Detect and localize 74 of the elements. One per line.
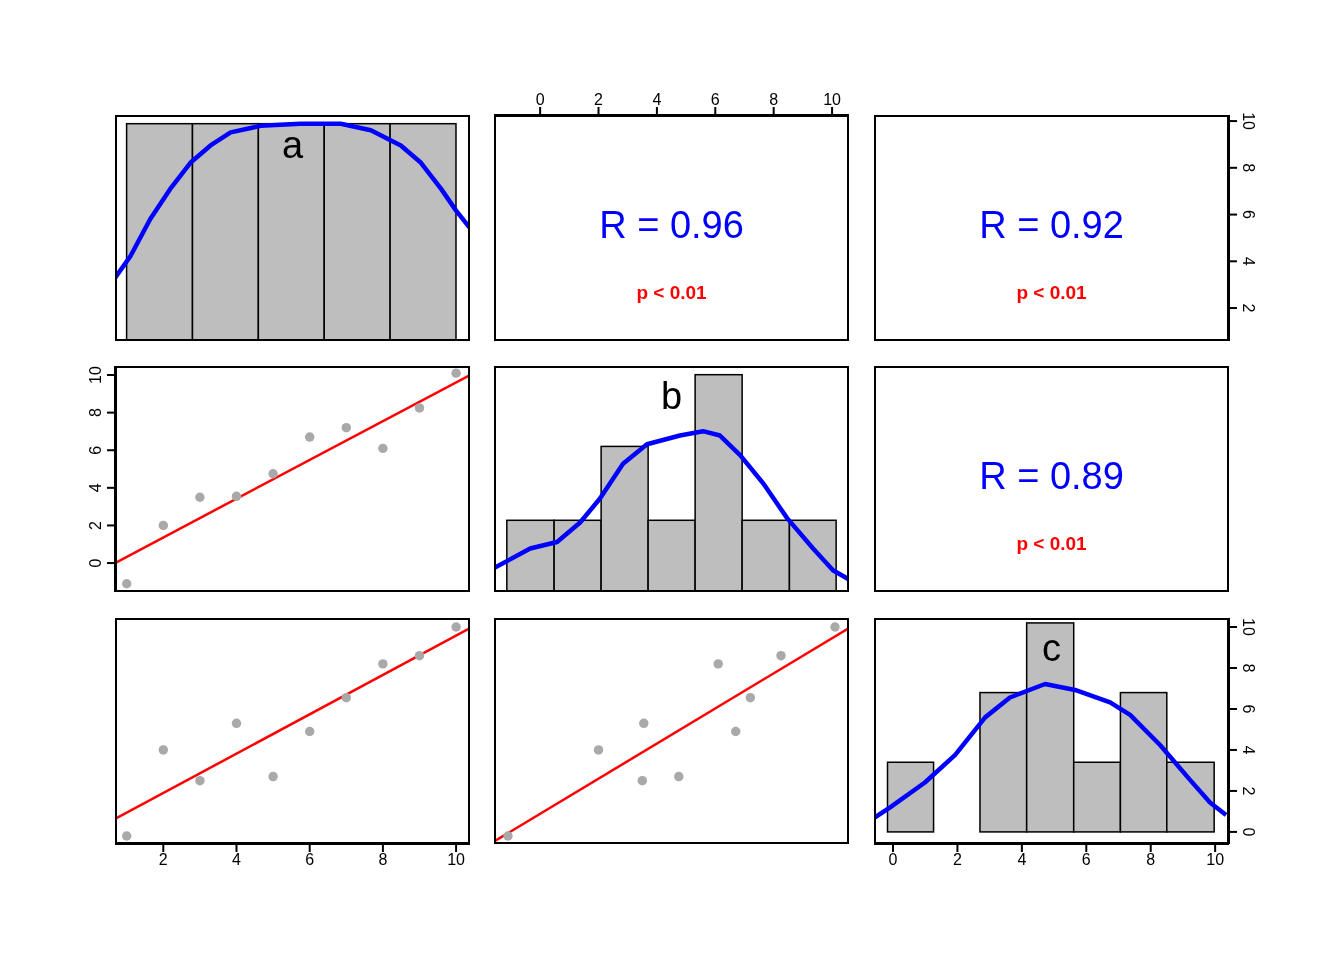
y-tick-label: 10: [87, 366, 104, 384]
point: [341, 422, 352, 433]
x-tick-label: 10: [823, 91, 842, 108]
y-tick-label: 10: [1240, 112, 1257, 131]
point: [451, 622, 461, 632]
point: [378, 659, 388, 669]
x-tick-label: 10: [447, 851, 466, 869]
point: [639, 718, 649, 729]
point: [674, 771, 684, 782]
point: [745, 692, 756, 703]
point: [341, 692, 352, 703]
point: [268, 469, 278, 479]
point: [713, 659, 723, 669]
y-tick-label: 4: [1240, 256, 1257, 266]
y-tick-label: 8: [1240, 163, 1257, 173]
y-tick-label: 0: [1240, 827, 1257, 837]
annotation: p < 0.01: [635, 282, 708, 305]
point: [378, 443, 388, 454]
x-tick-label: 8: [378, 851, 388, 869]
text: R = 0.89: [978, 454, 1125, 499]
x-tick-label: 0: [888, 851, 898, 869]
x-tick-label: 6: [710, 91, 720, 108]
y-tick-label: 2: [1240, 786, 1257, 796]
annotation: c: [1041, 626, 1062, 671]
point: [158, 745, 169, 755]
point: [304, 726, 315, 737]
point: [158, 520, 169, 531]
point: [731, 726, 741, 737]
y-tick-label: 2: [87, 520, 104, 530]
annotation: b: [659, 374, 684, 419]
y-tick-label: 2: [1240, 303, 1257, 313]
point: [414, 403, 425, 413]
point: [593, 745, 604, 755]
x-tick-label: 2: [594, 91, 604, 108]
point: [776, 650, 786, 661]
x-tick-label: 2: [158, 851, 168, 869]
x-tick-label: 10: [1206, 851, 1225, 869]
y-tick-label: 8: [87, 408, 104, 418]
point: [414, 650, 425, 661]
annotation: R = 0.92: [978, 203, 1125, 248]
annotation: R = 0.96: [598, 203, 745, 248]
point: [637, 775, 648, 786]
point: [503, 831, 513, 841]
x-tick-label: 4: [232, 851, 242, 869]
x-tick-label: 4: [1017, 851, 1027, 869]
point: [451, 368, 461, 378]
point: [121, 831, 132, 841]
point: [304, 432, 315, 442]
y-tick-label: 6: [1240, 704, 1257, 714]
annotation: a: [280, 123, 305, 168]
point: [121, 579, 132, 589]
y-tick-label: 10: [1240, 618, 1257, 637]
point: [830, 622, 840, 632]
y-tick-label: 4: [87, 483, 104, 493]
line-series: [874, 681, 1229, 820]
point: [268, 771, 278, 782]
x-tick-label: 6: [1081, 851, 1091, 869]
x-tick-label: 8: [1146, 851, 1156, 869]
y-tick-label: 8: [1240, 663, 1257, 673]
x-tick-label: 6: [305, 851, 315, 869]
y-tick-label: 6: [87, 445, 104, 455]
x-tick-label: 2: [952, 851, 962, 869]
x-tick-label: 4: [652, 91, 662, 108]
x-tick-label: 8: [769, 91, 779, 108]
y-tick-label: 6: [1240, 210, 1257, 220]
point: [231, 718, 242, 729]
point: [195, 775, 205, 786]
annotation: p < 0.01: [1015, 282, 1088, 305]
text: p < 0.01: [1015, 533, 1088, 556]
y-tick-label: 4: [1240, 745, 1257, 755]
point: [195, 492, 205, 502]
y-tick-label: 0: [87, 558, 104, 568]
point: [231, 491, 242, 502]
x-tick-label: 0: [535, 91, 545, 108]
